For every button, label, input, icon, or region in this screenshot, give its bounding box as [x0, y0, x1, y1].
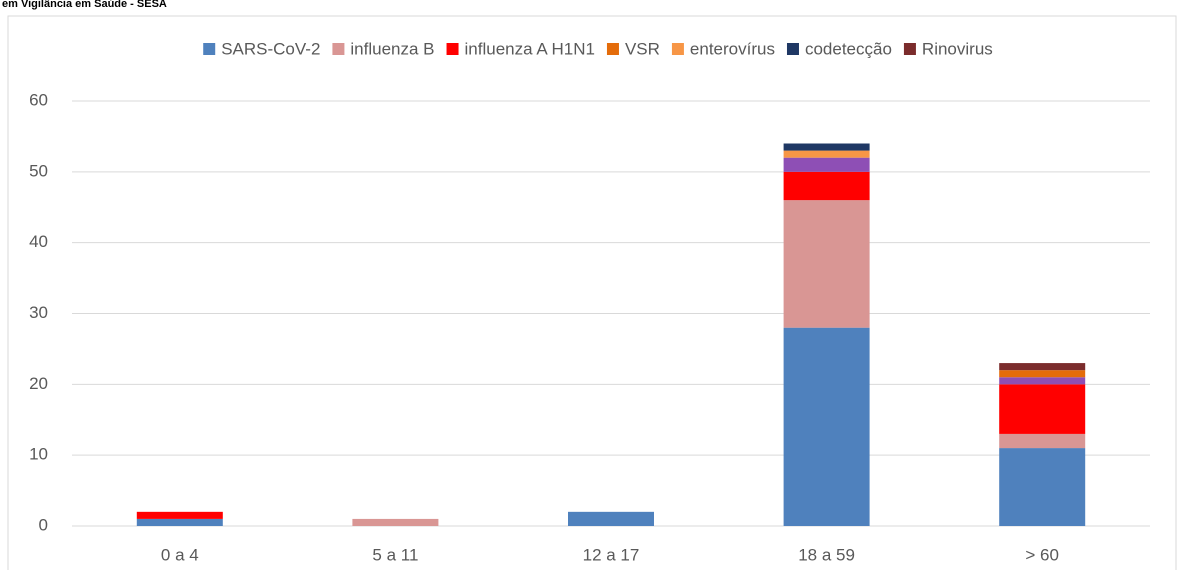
legend-swatch	[606, 43, 619, 55]
legend-swatch	[203, 43, 216, 55]
y-tick-label: 40	[29, 232, 48, 251]
bar-segment	[783, 171, 870, 201]
legend-swatch	[786, 43, 799, 55]
y-tick-label: 30	[29, 303, 48, 322]
y-tick-label: 50	[29, 161, 48, 180]
legend-label: enterovírus	[690, 39, 775, 58]
legend-swatch	[446, 43, 459, 55]
y-tick-label: 10	[29, 445, 48, 464]
y-tick-label: 60	[29, 90, 48, 109]
legend-label: Rinovirus	[922, 39, 993, 58]
legend-swatch	[332, 43, 345, 55]
bar-segment	[136, 518, 223, 526]
legend-label: SARS-CoV-2	[221, 39, 320, 58]
bar-segment	[999, 433, 1086, 449]
bar-segment	[783, 157, 870, 172]
bar-segment	[783, 143, 870, 151]
bar-segment	[568, 511, 654, 526]
bar-segment	[999, 377, 1086, 385]
bar-segment	[999, 448, 1086, 526]
bar-segment	[783, 200, 870, 328]
bar-segment	[999, 370, 1086, 378]
bar-segment	[352, 518, 439, 526]
bar-segment	[136, 511, 223, 519]
x-tick-label: 5 a 11	[372, 545, 418, 564]
chart-subtitle: em Vigilância em Saúde - SESA	[2, 0, 167, 10]
x-tick-label: 18 a 59	[798, 545, 855, 564]
legend-label: codetecção	[805, 39, 892, 58]
legend-label: VSR	[625, 39, 660, 58]
x-tick-label: 0 a 4	[161, 545, 199, 564]
chart-border	[7, 15, 1177, 570]
bar-segment	[999, 363, 1086, 371]
x-tick-label: 12 a 17	[583, 545, 640, 564]
legend-label: influenza A H1N1	[465, 39, 595, 58]
legend-swatch	[903, 43, 916, 55]
legend-label: influenza B	[350, 39, 434, 58]
legend-swatch	[671, 43, 684, 55]
bar-segment	[999, 384, 1086, 434]
y-tick-label: 0	[39, 515, 48, 534]
bar-segment	[783, 327, 870, 526]
x-tick-label: > 60	[1025, 545, 1059, 564]
bar-segment	[783, 150, 870, 158]
y-tick-label: 20	[29, 374, 48, 393]
